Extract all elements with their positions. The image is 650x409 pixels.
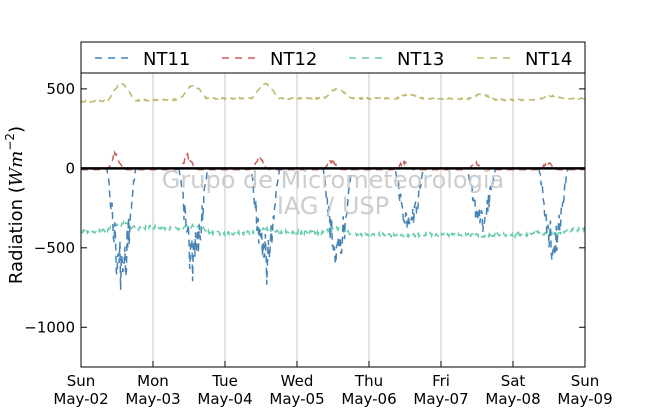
x-tick-day: Sun: [67, 372, 96, 390]
x-tick-day: Tue: [211, 372, 238, 390]
x-tick-day: Wed: [281, 372, 314, 390]
x-tick-date: May-08: [485, 390, 540, 408]
x-axis: SunMay-02MonMay-03TueMay-04WedMay-05ThuM…: [53, 361, 613, 408]
plot-frame: [80, 41, 586, 368]
x-tick-day: Thu: [354, 372, 383, 390]
y-tick-label: −500: [34, 239, 75, 257]
x-tick-date: May-09: [557, 390, 612, 408]
series-line-nt11: [81, 167, 585, 290]
legend: NT11 NT12 NT13 NT14: [81, 49, 585, 74]
series-line-nt14: [80, 82, 586, 104]
y-tick-label: 0: [65, 159, 75, 177]
watermark-line-1: Grupo de Micrometeorologia: [162, 166, 504, 194]
x-tick-day: Mon: [137, 372, 169, 390]
x-tick-date: May-02: [53, 390, 108, 408]
x-tick-day: Sun: [571, 372, 600, 390]
x-tick-date: May-07: [413, 390, 468, 408]
watermark: Grupo de Micrometeorologia IAG / USP: [162, 166, 504, 220]
x-tick-day: Sat: [501, 372, 526, 390]
legend-label: NT12: [270, 49, 317, 70]
y-axis-title: Radiation (Wm−2): [3, 126, 27, 284]
y-tick-label: −1000: [24, 318, 75, 336]
watermark-line-2: IAG / USP: [277, 192, 389, 220]
y-axis: 500 0 −500 −1000: [24, 80, 585, 336]
legend-label: NT11: [143, 49, 190, 70]
x-tick-date: May-04: [197, 390, 252, 408]
legend-label: NT13: [397, 49, 444, 70]
series-line-nt13: [80, 219, 586, 240]
x-tick-date: May-03: [125, 390, 180, 408]
x-tick-day: Fri: [432, 372, 450, 390]
x-tick-date: May-05: [269, 390, 324, 408]
x-tick-date: May-06: [341, 390, 396, 408]
vertical-grid: [152, 73, 514, 367]
y-tick-label: 500: [46, 80, 75, 98]
legend-label: NT14: [525, 49, 572, 70]
